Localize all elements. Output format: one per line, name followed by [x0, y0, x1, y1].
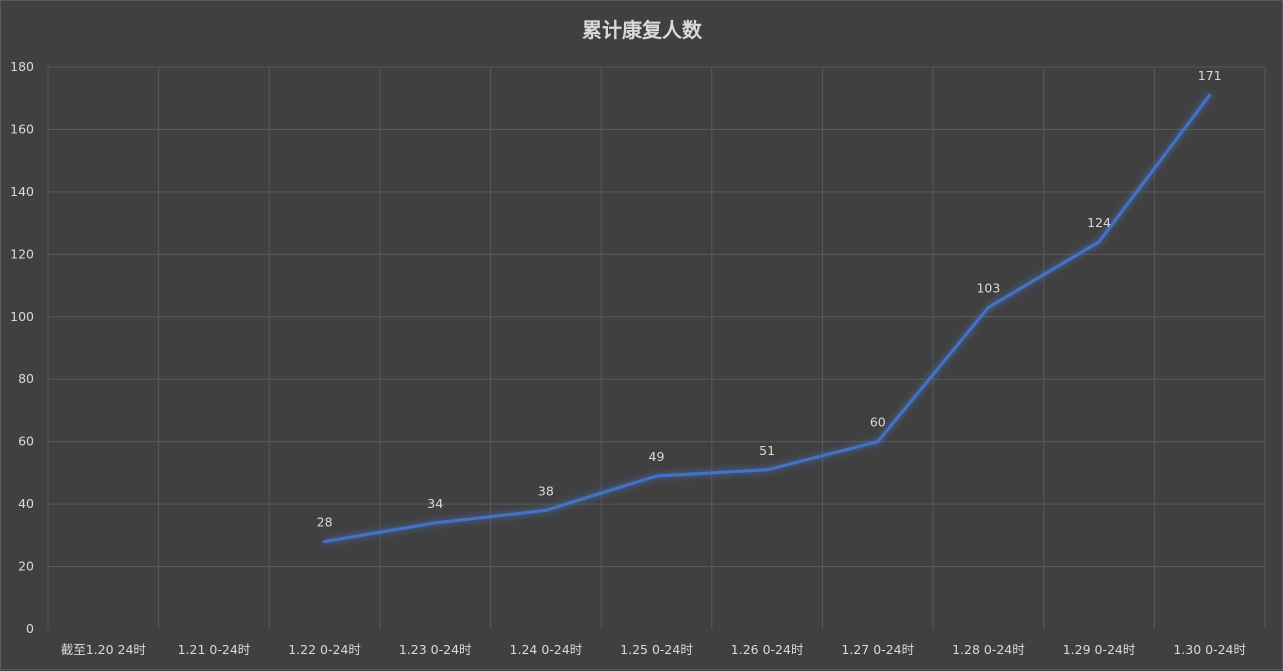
data-label: 124: [1087, 215, 1111, 230]
x-tick-label: 1.21 0-24时: [178, 642, 251, 657]
data-point: [433, 521, 437, 525]
data-label: 103: [976, 280, 1000, 295]
y-tick-label: 140: [10, 184, 34, 199]
data-labels: 28 34 38 49 51 60 103 124 171: [317, 68, 1222, 529]
x-axis-tick-labels: 截至1.20 24时 1.21 0-24时 1.22 0-24时 1.23 0-24时…: [61, 642, 1247, 657]
x-tick-label: 截至1.20 24时: [61, 642, 147, 657]
data-label: 171: [1198, 68, 1222, 83]
x-tick-label: 1.27 0-24时: [841, 642, 914, 657]
y-axis-tick-labels: 0 20 40 60 80 100 120 140 160 180: [10, 59, 34, 636]
data-label: 34: [427, 496, 443, 511]
y-tick-label: 80: [18, 371, 34, 386]
data-label: 28: [317, 515, 333, 530]
gridlines: [47, 66, 1266, 629]
chart-title: 累计康复人数: [582, 18, 703, 42]
data-label: 38: [538, 483, 554, 498]
data-point: [1097, 240, 1101, 244]
x-tick-label: 1.28 0-24时: [952, 642, 1025, 657]
series-line: [323, 93, 1212, 544]
y-tick-label: 120: [10, 246, 34, 261]
data-label: 51: [759, 443, 775, 458]
series-line-group: [323, 93, 1212, 544]
data-label: 49: [649, 449, 665, 464]
x-tick-label: 1.26 0-24时: [731, 642, 804, 657]
data-point: [986, 305, 990, 309]
y-tick-label: 180: [10, 59, 34, 74]
x-tick-label: 1.30 0-24时: [1173, 642, 1246, 657]
data-point: [1208, 93, 1212, 97]
data-point: [323, 540, 327, 544]
data-point: [765, 468, 769, 472]
y-tick-label: 0: [26, 621, 34, 636]
x-tick-label: 1.25 0-24时: [620, 642, 693, 657]
data-point: [544, 508, 548, 512]
y-tick-label: 60: [18, 434, 34, 449]
x-tick-label: 1.23 0-24时: [399, 642, 472, 657]
x-tick-label: 1.24 0-24时: [510, 642, 583, 657]
y-tick-label: 40: [18, 496, 34, 511]
data-point: [655, 474, 658, 478]
y-tick-label: 160: [10, 121, 34, 136]
x-tick-label: 1.22 0-24时: [288, 642, 361, 657]
y-tick-label: 20: [18, 559, 34, 574]
y-tick-label: 100: [10, 309, 34, 324]
data-label: 60: [870, 415, 886, 430]
data-point: [876, 440, 880, 444]
x-tick-label: 1.29 0-24时: [1063, 642, 1136, 657]
